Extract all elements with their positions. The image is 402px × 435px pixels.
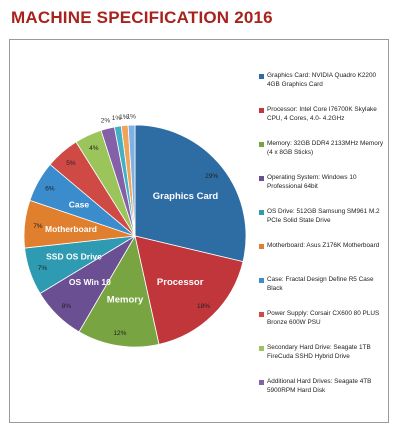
- legend-label: Processor: Intel Core I76700K Skylake CP…: [267, 106, 377, 122]
- legend-swatch: [259, 108, 264, 113]
- legend-label: Memory: 32GB DDR4 2133MHz Memory (4 x 8G…: [267, 140, 384, 156]
- slice-pct-case: 6%: [45, 186, 55, 193]
- pie-slice-processor: [134, 235, 244, 345]
- legend-label: Case: Fractal Design Define R5 Case Blac…: [267, 276, 374, 292]
- slice-label-memory: Memory: [107, 295, 144, 306]
- slice-label-os-win10: OS Win 10: [69, 277, 111, 287]
- legend-swatch: [259, 244, 264, 249]
- legend-label: Graphics Card: NVIDIA Quadro K2200 4GB G…: [267, 72, 377, 88]
- legend-label: Operating System: Windows 10 Professiona…: [267, 174, 357, 190]
- pie-slice-graphics-card: [134, 124, 247, 263]
- slice-label-processor: Processor: [157, 277, 204, 288]
- slice-pct-memory: 12%: [113, 330, 126, 337]
- legend-item-secondary-hdd: Secondary Hard Drive: Seagate 1TB FireCu…: [259, 344, 385, 378]
- slice-pct-other-1: 1%: [112, 115, 122, 122]
- legend-swatch: [259, 380, 264, 385]
- legend-swatch: [259, 312, 264, 317]
- legend-item-power-supply: Power Supply: Corsair CX600 80 PLUS Bron…: [259, 310, 385, 344]
- legend-swatch: [259, 176, 264, 181]
- slice-label-graphics-card: Graphics Card: [153, 191, 219, 202]
- slice-pct-motherboard: 7%: [33, 223, 43, 230]
- slice-label-ssd-os-drive: SSD OS Drive: [46, 252, 102, 262]
- legend-label: OS Drive: 512GB Samsung SM961 M.2 PCIe S…: [267, 208, 380, 224]
- legend-item-processor: Processor: Intel Core I76700K Skylake CP…: [259, 106, 385, 140]
- legend-label: Power Supply: Corsair CX600 80 PLUS Bron…: [267, 310, 380, 326]
- legend-item-ssd-os-drive: OS Drive: 512GB Samsung SM961 M.2 PCIe S…: [259, 208, 385, 242]
- slice-label-motherboard: Motherboard: [45, 224, 97, 234]
- legend-label: Secondary Hard Drive: Seagate 1TB FireCu…: [267, 344, 371, 360]
- slice-pct-power-supply: 5%: [66, 160, 76, 167]
- pie-slice-other-3: [127, 124, 136, 237]
- legend-label: Additional Hard Drives: Seagate 4TB 5900…: [267, 378, 372, 394]
- page-title: MACHINE SPECIFICATION 2016: [11, 8, 273, 27]
- legend-item-additional-hdd: Additional Hard Drives: Seagate 4TB 5900…: [259, 378, 385, 412]
- slice-pct-graphics-card: 29%: [205, 173, 218, 180]
- legend-label: Motherboard: Asus Z176K Motherboard: [267, 242, 380, 249]
- slice-pct-os-win10: 8%: [62, 303, 72, 310]
- slice-pct-additional-hdd: 2%: [101, 117, 111, 124]
- legend-item-graphics-card: Graphics Card: NVIDIA Quadro K2200 4GB G…: [259, 72, 385, 106]
- chart-legend: Graphics Card: NVIDIA Quadro K2200 4GB G…: [259, 72, 385, 412]
- slice-pct-ssd-os-drive: 7%: [38, 265, 48, 272]
- slice-label-case: Case: [69, 199, 90, 209]
- pie-chart: Graphics Card 29% Processor 18% Memory 12% OS …: [23, 114, 247, 348]
- legend-item-os-win10: Operating System: Windows 10 Professiona…: [259, 174, 385, 208]
- slice-pct-processor: 18%: [197, 303, 210, 310]
- slice-pct-other-3: 1%: [127, 114, 137, 121]
- legend-swatch: [259, 210, 264, 215]
- legend-swatch: [259, 142, 264, 147]
- legend-swatch: [259, 74, 264, 79]
- legend-item-motherboard: Motherboard: Asus Z176K Motherboard: [259, 242, 385, 276]
- legend-item-memory: Memory: 32GB DDR4 2133MHz Memory (4 x 8G…: [259, 140, 385, 174]
- slice-pct-secondary-hdd: 4%: [89, 145, 99, 152]
- legend-item-case: Case: Fractal Design Define R5 Case Blac…: [259, 276, 385, 310]
- legend-swatch: [259, 278, 264, 283]
- pie-slice-memory: [78, 234, 160, 348]
- slice-pct-other-2: 1%: [119, 114, 129, 121]
- legend-swatch: [259, 346, 264, 351]
